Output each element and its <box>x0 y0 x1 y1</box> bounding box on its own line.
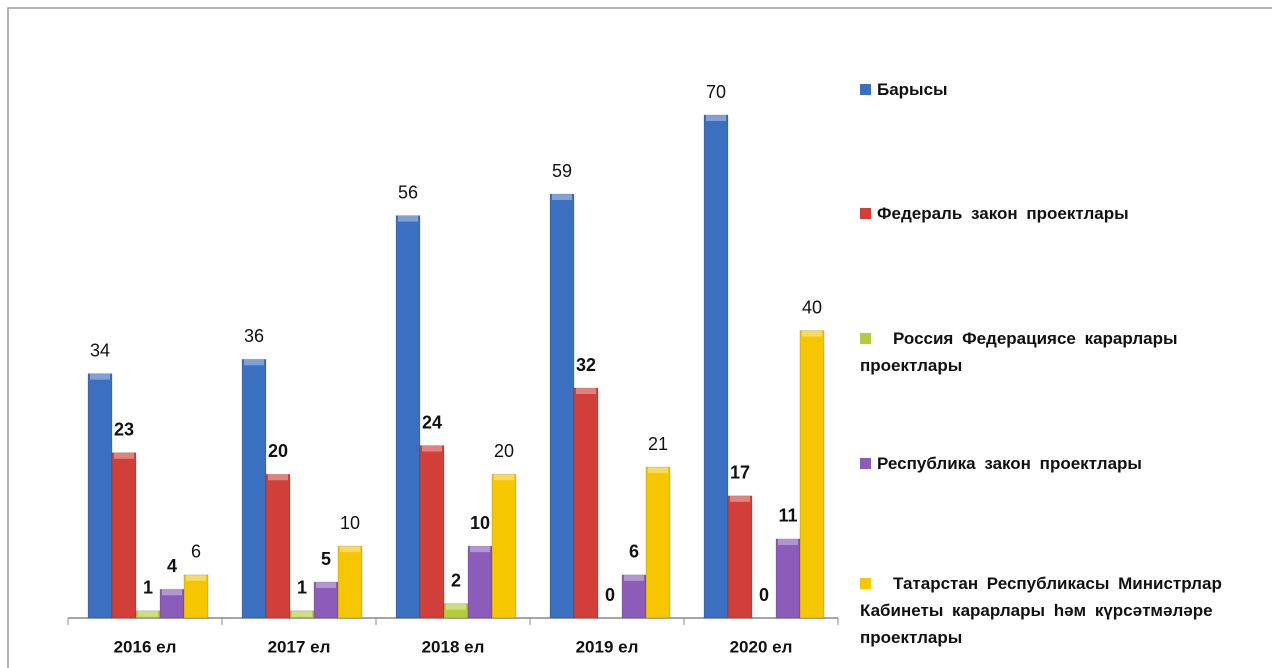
data-label: 24 <box>422 412 442 432</box>
data-label: 59 <box>552 161 572 181</box>
data-label: 70 <box>706 82 726 102</box>
bar <box>727 495 753 619</box>
bar-highlight <box>730 495 750 502</box>
data-label: 0 <box>759 585 769 605</box>
bar <box>241 358 267 619</box>
data-label: 40 <box>802 297 822 317</box>
data-label: 2 <box>451 570 461 590</box>
data-label: 20 <box>494 441 514 461</box>
data-label: 10 <box>470 513 490 533</box>
bar <box>419 445 445 619</box>
bar-highlight <box>552 194 572 201</box>
legend-label: Барысы <box>877 80 948 99</box>
bar <box>111 452 137 619</box>
bar <box>313 581 339 619</box>
bar-highlight <box>316 582 336 589</box>
data-label: 17 <box>730 463 750 483</box>
data-label: 21 <box>648 434 668 454</box>
bar <box>645 466 671 619</box>
data-label: 6 <box>191 542 201 562</box>
data-label: 1 <box>297 578 307 598</box>
bar-highlight <box>802 330 822 337</box>
bar-highlight <box>114 452 134 459</box>
data-label: 10 <box>340 513 360 533</box>
legend-swatch <box>860 333 871 344</box>
bar-highlight <box>648 467 668 474</box>
legend-swatch <box>860 578 871 589</box>
data-label: 4 <box>167 556 177 576</box>
bar <box>775 538 801 619</box>
x-tick-label: 2019 ел <box>576 637 639 656</box>
bar-highlight <box>706 115 726 121</box>
bar-highlight <box>778 538 798 545</box>
bar-highlight <box>446 603 466 610</box>
bar <box>573 387 599 619</box>
bar-highlight <box>186 574 206 581</box>
legend-label: Россия Федерациясе карарлары проектлары <box>860 329 1178 375</box>
bar <box>621 574 647 619</box>
data-label: 34 <box>90 340 110 360</box>
data-label: 56 <box>398 182 418 202</box>
legend-item: Федераль закон проектлары <box>860 200 1264 227</box>
data-label: 6 <box>629 542 639 562</box>
data-label: 5 <box>321 549 331 569</box>
bar <box>87 373 113 619</box>
bar-highlight <box>138 610 158 617</box>
data-label: 11 <box>778 506 797 526</box>
bar <box>491 473 517 619</box>
data-label: 23 <box>114 419 134 439</box>
data-label: 0 <box>605 585 615 605</box>
bar <box>337 545 363 619</box>
bar-highlight <box>244 359 264 366</box>
data-label: 32 <box>576 355 596 375</box>
bar <box>183 574 209 619</box>
x-tick-label: 2017 ел <box>268 637 331 656</box>
bar <box>799 330 825 619</box>
data-label: 1 <box>143 578 153 598</box>
legend-label: Республика закон проектлары <box>877 454 1142 473</box>
legend-label: Федераль закон проектлары <box>877 204 1129 223</box>
legend-swatch <box>860 458 871 469</box>
bar <box>467 545 493 619</box>
bar-highlight <box>422 445 442 452</box>
bar-highlight <box>576 388 596 395</box>
bar <box>395 215 421 619</box>
bar <box>265 473 291 619</box>
x-tick-label: 2018 ел <box>422 637 485 656</box>
bar-highlight <box>398 215 418 222</box>
legend-item: Россия Федерациясе карарлары проектлары <box>860 325 1264 379</box>
x-tick-label: 2020 ел <box>730 637 793 656</box>
legend-swatch <box>860 84 871 95</box>
bar-highlight <box>624 574 644 581</box>
data-label: 36 <box>244 326 264 346</box>
frame <box>7 7 1272 668</box>
bar-highlight <box>90 373 110 380</box>
data-label: 20 <box>268 441 288 461</box>
bar-highlight <box>470 546 490 553</box>
x-tick-label: 2016 ел <box>114 637 177 656</box>
legend-item: Татарстан Республикасы Министрлар Кабине… <box>860 570 1264 651</box>
bar <box>549 193 575 619</box>
bar-highlight <box>162 589 182 596</box>
legend-item: Республика закон проектлары <box>860 450 1264 477</box>
bar-highlight <box>340 546 360 553</box>
legend-swatch <box>860 208 871 219</box>
legend-label: Татарстан Республикасы Министрлар Кабине… <box>860 574 1222 647</box>
bar-highlight <box>494 474 514 481</box>
bar-highlight <box>268 474 288 481</box>
bar <box>703 114 729 619</box>
legend-item: Барысы <box>860 76 1264 103</box>
bar-highlight <box>292 610 312 617</box>
